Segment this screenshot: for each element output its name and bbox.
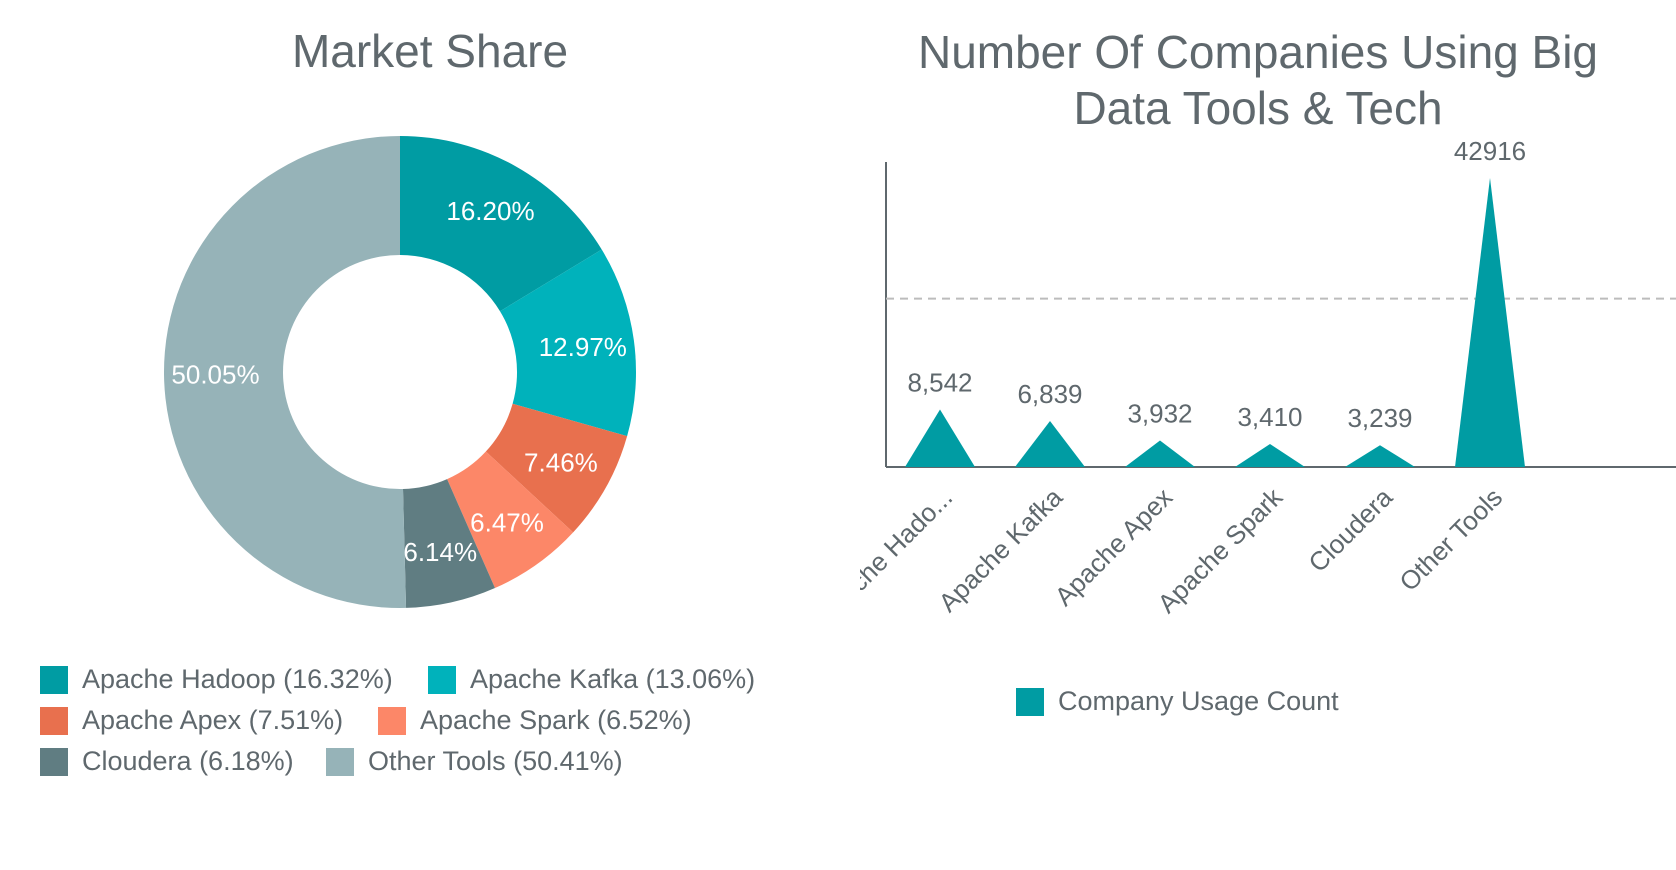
bar-other-tools[interactable]: [1455, 178, 1525, 467]
donut-data-label-apache-hadoop: 16.20%: [446, 196, 534, 226]
bar-data-label-apache-kafka: 6,839: [1017, 379, 1082, 409]
legend-label: Apache Apex (7.51%): [82, 705, 344, 735]
legend-item-company-usage-count[interactable]: Company Usage Count: [1016, 686, 1339, 717]
companies-bar-panel: Number Of Companies Using Big Data Tools…: [860, 0, 1676, 870]
donut-data-label-other-tools: 50.05%: [171, 359, 259, 389]
legend-label: Company Usage Count: [1058, 686, 1339, 716]
bar-data-label-cloudera: 3,239: [1347, 403, 1412, 433]
donut-data-label-apache-spark: 6.47%: [470, 507, 544, 537]
bar-cloudera[interactable]: [1345, 445, 1415, 467]
legend-swatch: [1016, 687, 1044, 716]
legend-swatch: [40, 665, 68, 694]
market-share-panel: Market Share 16.20% 12.97% 7.46% 6.47% 6.14%…: [40, 25, 755, 777]
donut-data-label-apache-apex: 7.46%: [524, 447, 598, 477]
legend-label: Cloudera (6.18%): [82, 746, 294, 776]
legend-item-apache-hadoop[interactable]: Apache Hadoop (16.32%): [40, 664, 393, 695]
bar-apache-spark[interactable]: [1235, 444, 1305, 467]
legend-item-apache-kafka[interactable]: Apache Kafka (13.06%): [428, 664, 755, 695]
donut-slice-apache-spark[interactable]: [447, 451, 574, 589]
legend-swatch: [378, 706, 406, 735]
donut-data-label-cloudera: 6.14%: [403, 537, 477, 567]
legend-item-cloudera[interactable]: Cloudera (6.18%): [40, 746, 294, 777]
bar-data-label-other-tools: 42916: [1454, 136, 1526, 166]
donut-slice-other-tools[interactable]: [163, 136, 407, 608]
bar-apache-hado[interactable]: [905, 409, 975, 467]
donut-data-label-apache-kafka: 12.97%: [539, 332, 627, 362]
bar-chart-title: Number Of Companies Using Big Data Tools…: [917, 26, 1599, 134]
bar-apache-apex[interactable]: [1125, 440, 1195, 467]
legend-item-apache-spark[interactable]: Apache Spark (6.52%): [378, 705, 692, 736]
legend-swatch: [428, 665, 456, 694]
bar-legend: Company Usage Count: [860, 0, 1676, 870]
legend-item-other-tools[interactable]: Other Tools (50.41%): [326, 746, 623, 777]
legend-label: Apache Spark (6.52%): [420, 705, 692, 735]
bar-data-label-apache-spark: 3,410: [1237, 402, 1302, 432]
donut-slice-apache-kafka[interactable]: [500, 249, 636, 437]
legend-swatch: [326, 747, 354, 776]
legend-swatch: [40, 706, 68, 735]
donut-slice-apache-apex[interactable]: [485, 403, 628, 533]
bar-data-label-apache-apex: 3,932: [1127, 399, 1192, 429]
donut-slice-cloudera[interactable]: [402, 479, 495, 608]
bar-apache-kafka[interactable]: [1015, 420, 1085, 467]
legend-label: Apache Hadoop (16.32%): [82, 664, 393, 694]
legend-item-apache-apex[interactable]: Apache Apex (7.51%): [40, 705, 343, 736]
donut-slice-apache-hadoop[interactable]: [400, 136, 602, 312]
donut-chart: 16.20% 12.97% 7.46% 6.47%6.14% 50.05%: [163, 136, 636, 608]
legend-label: Other Tools (50.41%): [368, 746, 623, 776]
legend-label: Apache Kafka (13.06%): [470, 664, 756, 694]
legend-swatch: [40, 747, 68, 776]
donut-chart-title: Market Share: [291, 25, 569, 77]
bar-data-label-apache-hado: 8,542: [907, 367, 972, 397]
